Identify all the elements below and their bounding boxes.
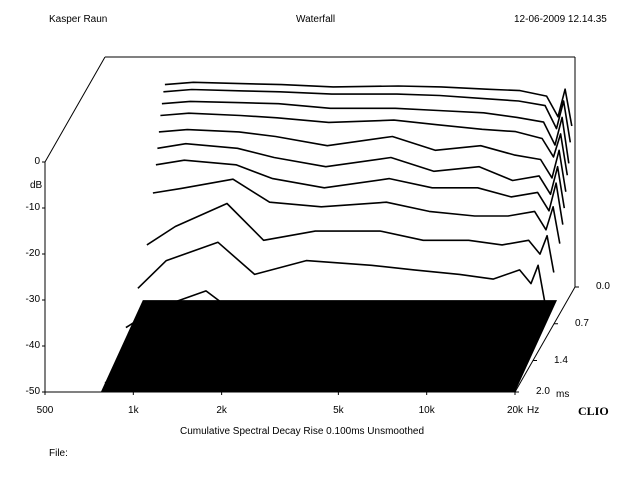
slice-trace-0: [164, 81, 573, 127]
x-tick-label: 5k: [333, 405, 344, 416]
x-tick-label: 1k: [128, 405, 139, 416]
z-tick-label: 1.4: [554, 354, 568, 366]
x-tick-label: 2k: [216, 405, 227, 416]
slice-trace-7: [152, 178, 561, 244]
x-tick-label: 20k: [506, 405, 524, 416]
file-label: File:: [49, 448, 68, 459]
y-tick-label: -30: [25, 294, 40, 305]
z-axis-line: [514, 286, 576, 393]
chart-caption: Cumulative Spectral Decay Rise 0.100ms U…: [180, 426, 424, 437]
slice-trace-4: [158, 128, 567, 192]
clio-brand: CLIO: [578, 404, 609, 418]
x-axis-unit: Hz: [527, 405, 540, 416]
x-tick-label: 500: [36, 405, 54, 416]
box-edge-left-top: [44, 56, 106, 163]
y-tick-label: -10: [25, 202, 40, 213]
z-tick-label: 0.0: [596, 281, 610, 292]
slice-trace-1: [163, 88, 572, 143]
y-tick-label: 0: [34, 156, 40, 167]
slice-trace-6: [155, 159, 564, 225]
slice-trace-8: [146, 202, 555, 273]
y-tick-label: -40: [25, 340, 40, 351]
chart-title: Waterfall: [296, 14, 336, 25]
z-tick-label: 0.7: [575, 317, 589, 329]
x-tick-label: 10k: [418, 405, 435, 416]
slice-trace-3: [160, 112, 569, 176]
y-tick-label: -20: [25, 248, 40, 259]
y-tick-label: -50: [25, 386, 40, 397]
z-tick-label: 2.0: [536, 386, 550, 397]
floor-fill: [100, 300, 557, 392]
slice-trace-2: [161, 100, 570, 164]
slice-trace-5: [157, 142, 566, 209]
z-axis-unit: ms: [556, 389, 570, 400]
author-label: Kasper Raun: [49, 14, 108, 25]
slice-trace-9: [137, 241, 546, 303]
datetime-label: 12-06-2009 12.14.35: [514, 14, 607, 25]
y-axis-unit: dB: [30, 180, 43, 191]
